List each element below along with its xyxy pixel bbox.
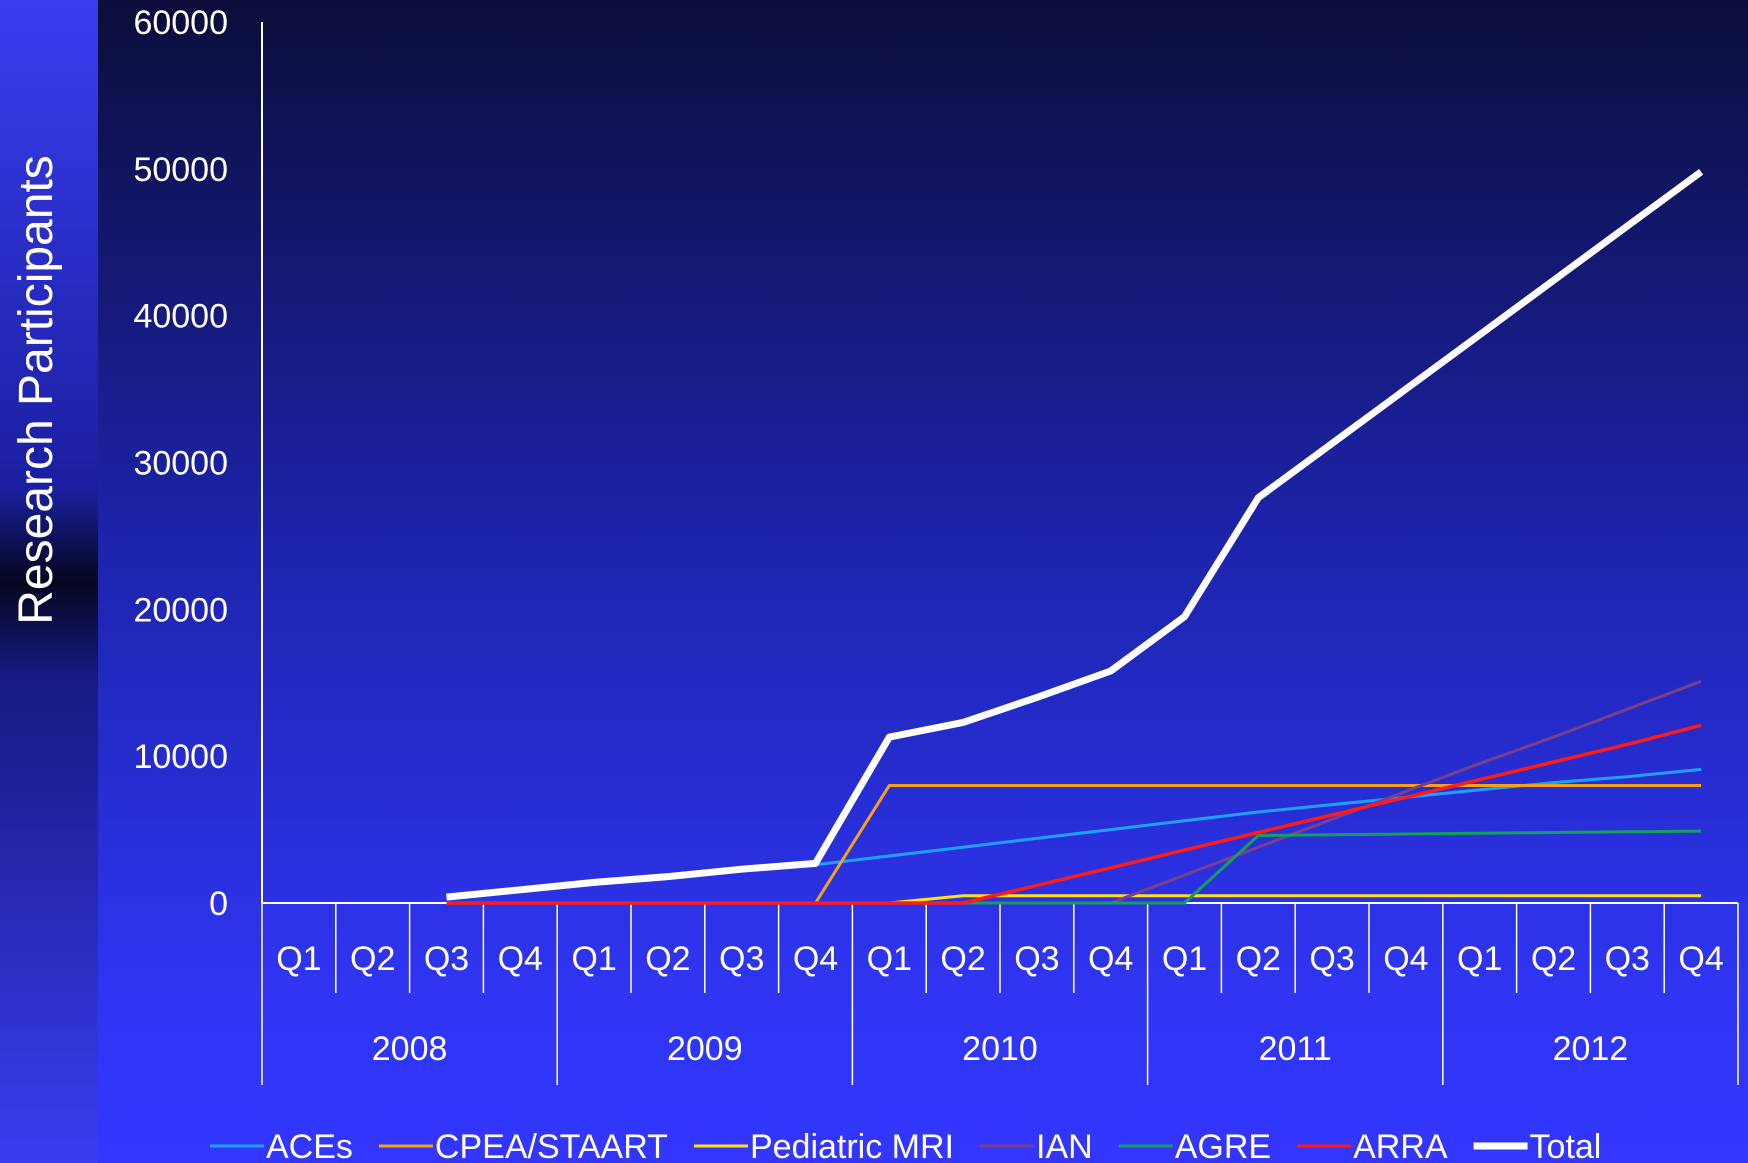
- legend-item-aces: ACEs: [210, 1128, 353, 1163]
- y-tick-label: 30000: [133, 445, 228, 483]
- y-tick-label: 20000: [133, 591, 228, 629]
- x-tick-label: Q1: [276, 940, 321, 978]
- series-line-cpea-staart: [814, 784, 1702, 904]
- y-axis-label: Research Participants: [10, 155, 63, 625]
- x-tick-label: Q1: [1162, 940, 1207, 978]
- x-tick-label: Q2: [350, 940, 395, 978]
- legend-item-cpea-staart: CPEA/STAART: [378, 1128, 668, 1163]
- year-label: 2012: [1553, 1030, 1629, 1068]
- series-line-pediatric-mri: [889, 894, 1702, 905]
- series-line-ian: [1110, 679, 1702, 905]
- legend-item-pediatric-mri: Pediatric MRI: [693, 1128, 954, 1163]
- legend-label: IAN: [1036, 1128, 1093, 1163]
- series-line-aces: [815, 767, 1702, 867]
- legend-item-agre: AGRE: [1118, 1128, 1271, 1163]
- x-tick-label: Q1: [867, 940, 912, 978]
- x-tick-label: Q1: [571, 940, 616, 978]
- x-tick-label: Q2: [645, 940, 690, 978]
- legend-label: ACEs: [266, 1128, 353, 1163]
- left-strip: [0, 0, 98, 1163]
- y-tick-label: 40000: [133, 298, 228, 336]
- legend-label: Total: [1530, 1128, 1602, 1163]
- x-tick-label: Q2: [1236, 940, 1281, 978]
- series-line-agre: [963, 829, 1702, 905]
- legend-label: Pediatric MRI: [750, 1128, 954, 1163]
- x-tick-label: Q4: [1088, 940, 1133, 978]
- x-tick-labels: Q1 Q2 Q3 Q4 Q1 Q2 Q3 Q4 Q1 Q2 Q3 Q4 Q1 Q2 Q3 Q4 Q1 Q2 Q3 Q4…: [276, 940, 1724, 1068]
- x-tick-label: Q3: [1309, 940, 1354, 978]
- series-line-arra: [446, 723, 1702, 905]
- year-label: 2011: [1259, 1030, 1332, 1068]
- x-tick-label: Q3: [719, 940, 764, 978]
- series-lines: [446, 168, 1704, 905]
- x-tick-label: Q3: [424, 940, 469, 978]
- x-tick-label: Q1: [1457, 940, 1502, 978]
- year-label: 2010: [962, 1030, 1038, 1068]
- x-tick-label: Q3: [1014, 940, 1059, 978]
- x-tick-label: Q2: [1531, 940, 1576, 978]
- legend-item-arra: ARRA: [1297, 1128, 1448, 1163]
- y-tick-label: 10000: [133, 738, 228, 776]
- year-label: 2008: [372, 1030, 448, 1068]
- legend: ACEs CPEA/STAART Pediatric MRI IAN AGRE ARRA T…: [210, 1128, 1601, 1163]
- y-tick-label: 50000: [133, 151, 228, 189]
- y-tick-labels: 60000 50000 40000 30000 20000 10000 0: [133, 4, 228, 923]
- legend-label: AGRE: [1175, 1128, 1271, 1163]
- legend-item-total: Total: [1473, 1128, 1602, 1163]
- x-tick-label: Q4: [1678, 940, 1723, 978]
- y-tick-label: 0: [209, 885, 228, 923]
- year-label: 2009: [667, 1030, 743, 1068]
- x-tick-label: Q4: [793, 940, 838, 978]
- legend-item-ian: IAN: [980, 1128, 1093, 1163]
- x-tick-label: Q4: [1383, 940, 1428, 978]
- legend-label: CPEA/STAART: [435, 1128, 668, 1163]
- x-tick-label: Q3: [1605, 940, 1650, 978]
- legend-label: ARRA: [1353, 1128, 1448, 1163]
- x-tick-label: Q2: [940, 940, 985, 978]
- x-tick-label: Q4: [498, 940, 543, 978]
- y-tick-label: 60000: [133, 4, 228, 42]
- axes: [261, 22, 1739, 1085]
- series-line-total: [446, 168, 1704, 901]
